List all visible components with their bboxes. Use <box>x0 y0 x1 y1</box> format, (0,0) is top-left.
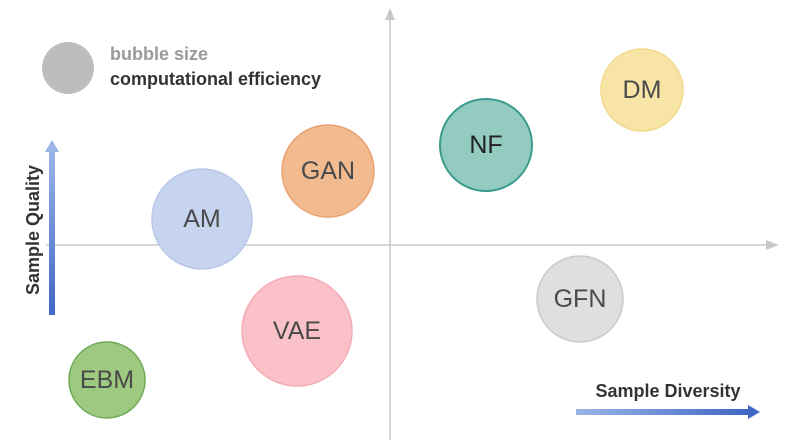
bubble <box>241 275 353 387</box>
legend-text: computational efficiency <box>110 69 321 89</box>
diversity-arrow <box>576 409 750 415</box>
bubble <box>281 124 375 218</box>
quality-arrow-head <box>45 140 59 152</box>
bubble <box>600 48 684 132</box>
node: DM <box>600 48 684 132</box>
node: EBM <box>68 341 146 419</box>
node-label: VAE <box>273 317 321 345</box>
diversity-arrow-head <box>748 405 760 419</box>
node-label: NF <box>469 131 502 159</box>
bubble <box>151 168 253 270</box>
node-label: AM <box>183 205 221 233</box>
node: VAE <box>241 275 353 387</box>
legend-bubble <box>42 42 94 94</box>
bubble <box>536 255 624 343</box>
node-label: EBM <box>80 366 134 394</box>
node-label: GAN <box>301 157 355 185</box>
node: AM <box>151 168 253 270</box>
bubble <box>439 98 533 192</box>
node-label: GFN <box>554 285 607 313</box>
axis-arrow <box>385 8 395 20</box>
x-axis-label: Sample Diversity <box>595 381 740 401</box>
quality-arrow <box>49 150 55 315</box>
node: NF <box>439 98 533 192</box>
bubble <box>68 341 146 419</box>
node-label: DM <box>623 76 662 104</box>
axis-arrow <box>766 240 779 250</box>
y-axis-label: Sample Quality <box>23 165 43 295</box>
node: GAN <box>281 124 375 218</box>
legend-text: bubble size <box>110 44 208 64</box>
node: GFN <box>536 255 624 343</box>
